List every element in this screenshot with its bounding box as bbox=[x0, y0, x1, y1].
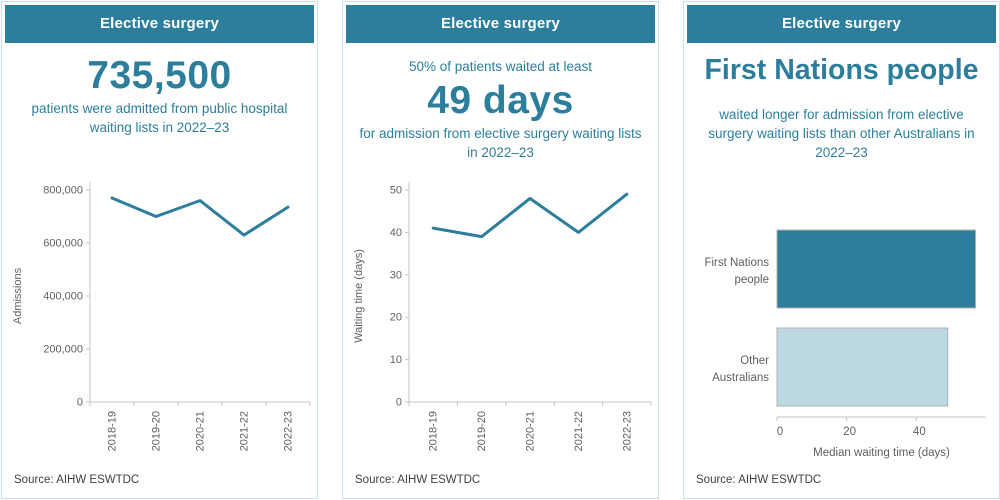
svg-text:30: 30 bbox=[390, 269, 402, 281]
svg-text:2019-20: 2019-20 bbox=[476, 411, 488, 451]
svg-text:Median waiting time (days): Median waiting time (days) bbox=[813, 447, 950, 459]
svg-text:2019-20: 2019-20 bbox=[151, 411, 163, 451]
svg-text:2020-21: 2020-21 bbox=[195, 411, 207, 451]
stat-lead-in: 50% of patients waited at least bbox=[408, 59, 593, 74]
svg-text:First Nations: First Nations bbox=[704, 257, 769, 269]
headline-stat-admissions: 735,500 bbox=[87, 54, 232, 97]
svg-text:600,000: 600,000 bbox=[43, 238, 83, 250]
median-wait-bar-chart[interactable]: First Nations people Other Australians 0 20 40… bbox=[684, 192, 1000, 472]
card-elective-surgery-admissions: Elective surgery 735,500 patients were a… bbox=[1, 1, 318, 499]
card-title: Elective surgery bbox=[440, 15, 561, 32]
svg-text:2022-23: 2022-23 bbox=[621, 411, 633, 451]
svg-text:0: 0 bbox=[777, 426, 783, 438]
admissions-line-chart[interactable]: 0 200,000 400,000 600,000 800,000 2018-19 2019… bbox=[2, 174, 318, 464]
svg-text:2018-19: 2018-19 bbox=[428, 411, 440, 451]
card-header: Elective surgery bbox=[687, 5, 996, 43]
svg-text:0: 0 bbox=[77, 397, 83, 409]
card-elective-surgery-waiting-time: Elective surgery 50% of patients waited … bbox=[342, 1, 659, 499]
bar-first-nations-people[interactable] bbox=[776, 229, 977, 309]
card-title: Elective surgery bbox=[99, 15, 220, 32]
source-note: Source: AIHW ESWTDC bbox=[696, 474, 822, 486]
svg-text:2022-23: 2022-23 bbox=[283, 411, 295, 451]
trend-line[interactable] bbox=[431, 192, 629, 239]
svg-text:20: 20 bbox=[843, 426, 856, 438]
stat-description: patients were admitted from public hospi… bbox=[31, 101, 288, 136]
svg-text:800,000: 800,000 bbox=[43, 185, 83, 197]
svg-text:2021-22: 2021-22 bbox=[573, 411, 585, 451]
bar-other-australians[interactable] bbox=[776, 327, 949, 407]
source-note: Source: AIHW ESWTDC bbox=[14, 474, 140, 486]
trend-line[interactable] bbox=[110, 196, 290, 237]
card-header: Elective surgery bbox=[5, 5, 314, 43]
svg-text:Australians: Australians bbox=[712, 372, 769, 384]
card-elective-surgery-first-nations: Elective surgery First Nations people wa… bbox=[683, 1, 1000, 499]
headline-stat-waiting-days: 49 days bbox=[427, 79, 574, 122]
svg-text:Other: Other bbox=[740, 355, 769, 367]
svg-text:50: 50 bbox=[390, 185, 402, 197]
svg-text:2021-22: 2021-22 bbox=[239, 411, 251, 451]
svg-text:Admissions: Admissions bbox=[12, 267, 24, 324]
headline-stat-first-nations: First Nations people bbox=[704, 54, 979, 86]
svg-text:40: 40 bbox=[913, 426, 926, 438]
card-header: Elective surgery bbox=[346, 5, 655, 43]
svg-text:2018-19: 2018-19 bbox=[107, 411, 119, 451]
svg-text:0: 0 bbox=[396, 397, 402, 409]
svg-text:200,000: 200,000 bbox=[43, 344, 83, 356]
svg-text:20: 20 bbox=[390, 312, 402, 324]
stat-description: for admission from elective surgery wait… bbox=[359, 126, 642, 161]
svg-text:400,000: 400,000 bbox=[43, 291, 83, 303]
card-title: Elective surgery bbox=[781, 15, 902, 32]
svg-text:2020-21: 2020-21 bbox=[525, 411, 537, 451]
svg-text:people: people bbox=[734, 274, 769, 286]
svg-text:40: 40 bbox=[390, 227, 402, 239]
svg-text:Waiting time (days): Waiting time (days) bbox=[353, 249, 365, 343]
svg-text:10: 10 bbox=[390, 354, 402, 366]
stat-description: waited longer for admission from electiv… bbox=[708, 107, 975, 161]
source-note: Source: AIHW ESWTDC bbox=[355, 474, 481, 486]
waiting-time-line-chart[interactable]: 0 10 20 30 40 50 2018-19 2019-20 2020-21 2021-22 2… bbox=[343, 174, 659, 464]
